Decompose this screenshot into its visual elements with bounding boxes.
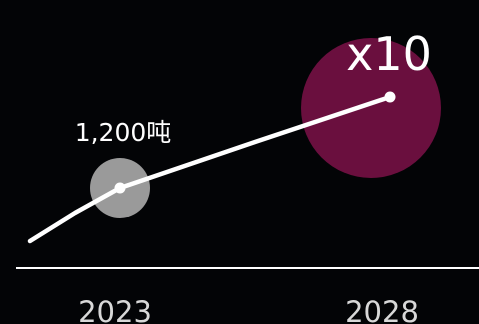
x-tick-label-2028: 2028 xyxy=(345,295,419,324)
start-data-point xyxy=(114,182,126,194)
multiplier-label: x10 xyxy=(346,27,432,81)
end-bubble xyxy=(301,38,441,178)
x-tick-label-2023: 2023 xyxy=(78,295,152,324)
end-data-point xyxy=(384,91,396,103)
start-value-label: 1,200吨 xyxy=(75,118,172,147)
